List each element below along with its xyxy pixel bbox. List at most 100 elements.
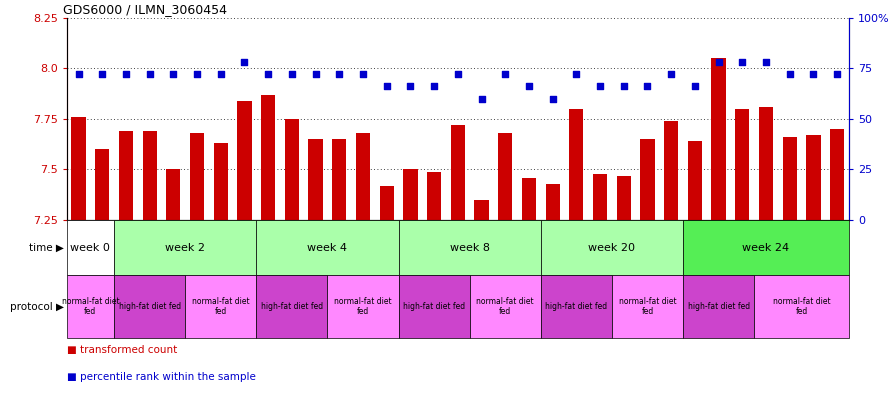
Bar: [688, 141, 702, 220]
Bar: [683, 275, 754, 338]
Bar: [308, 139, 323, 220]
Bar: [332, 139, 347, 220]
Bar: [114, 220, 256, 275]
Point: [284, 71, 299, 77]
Point: [522, 83, 536, 90]
Point: [356, 71, 370, 77]
Text: week 2: week 2: [165, 242, 205, 253]
Point: [688, 83, 702, 90]
Bar: [261, 95, 276, 220]
Text: normal-fat diet
fed: normal-fat diet fed: [192, 297, 250, 316]
Text: time ▶: time ▶: [29, 242, 64, 253]
Text: week 24: week 24: [742, 242, 789, 253]
Bar: [380, 185, 394, 220]
Bar: [95, 149, 109, 220]
Bar: [593, 174, 607, 220]
Bar: [190, 133, 204, 220]
Point: [830, 71, 845, 77]
Bar: [237, 101, 252, 220]
Text: week 4: week 4: [308, 242, 348, 253]
Point: [782, 71, 797, 77]
Bar: [256, 220, 398, 275]
Point: [759, 59, 773, 65]
Bar: [759, 107, 773, 220]
Bar: [284, 119, 299, 220]
Bar: [569, 109, 583, 220]
Bar: [806, 135, 821, 220]
Point: [237, 59, 252, 65]
Bar: [683, 220, 849, 275]
Point: [213, 71, 228, 77]
Bar: [398, 220, 541, 275]
Bar: [427, 171, 441, 220]
Point: [546, 95, 560, 102]
Point: [735, 59, 749, 65]
Point: [427, 83, 441, 90]
Point: [451, 71, 465, 77]
Text: GDS6000 / ILMN_3060454: GDS6000 / ILMN_3060454: [63, 4, 227, 17]
Point: [95, 71, 109, 77]
Text: high-fat diet fed: high-fat diet fed: [118, 302, 180, 311]
Bar: [754, 275, 849, 338]
Bar: [735, 109, 749, 220]
Point: [640, 83, 654, 90]
Bar: [142, 131, 156, 220]
Bar: [398, 275, 469, 338]
Text: normal-fat diet
fed: normal-fat diet fed: [334, 297, 392, 316]
Bar: [185, 275, 256, 338]
Bar: [469, 275, 541, 338]
Point: [119, 71, 133, 77]
Point: [261, 71, 276, 77]
Point: [475, 95, 489, 102]
Text: high-fat diet fed: high-fat diet fed: [403, 302, 465, 311]
Point: [332, 71, 347, 77]
Bar: [327, 275, 398, 338]
Text: ■ percentile rank within the sample: ■ percentile rank within the sample: [67, 372, 255, 382]
Bar: [640, 139, 654, 220]
Bar: [166, 169, 180, 220]
Text: week 20: week 20: [589, 242, 636, 253]
Point: [617, 83, 631, 90]
Bar: [541, 220, 683, 275]
Point: [593, 83, 607, 90]
Bar: [782, 137, 797, 220]
Point: [569, 71, 583, 77]
Bar: [498, 133, 512, 220]
Bar: [664, 121, 678, 220]
Bar: [612, 275, 683, 338]
Bar: [67, 220, 114, 275]
Text: week 0: week 0: [70, 242, 110, 253]
Bar: [256, 275, 327, 338]
Bar: [67, 275, 114, 338]
Point: [404, 83, 418, 90]
Text: normal-fat diet
fed: normal-fat diet fed: [61, 297, 119, 316]
Text: week 8: week 8: [450, 242, 490, 253]
Point: [166, 71, 180, 77]
Text: high-fat diet fed: high-fat diet fed: [260, 302, 323, 311]
Point: [498, 71, 512, 77]
Point: [711, 59, 725, 65]
Text: protocol ▶: protocol ▶: [10, 301, 64, 312]
Bar: [830, 129, 845, 220]
Bar: [546, 184, 560, 220]
Point: [380, 83, 394, 90]
Bar: [541, 275, 612, 338]
Text: normal-fat diet
fed: normal-fat diet fed: [773, 297, 830, 316]
Bar: [404, 169, 418, 220]
Bar: [71, 117, 85, 220]
Text: normal-fat diet
fed: normal-fat diet fed: [477, 297, 534, 316]
Bar: [356, 133, 370, 220]
Text: high-fat diet fed: high-fat diet fed: [687, 302, 749, 311]
Bar: [711, 58, 725, 220]
Bar: [119, 131, 133, 220]
Point: [308, 71, 323, 77]
Bar: [114, 275, 185, 338]
Bar: [522, 178, 536, 220]
Point: [142, 71, 156, 77]
Point: [664, 71, 678, 77]
Bar: [617, 176, 631, 220]
Bar: [475, 200, 489, 220]
Point: [71, 71, 85, 77]
Text: high-fat diet fed: high-fat diet fed: [545, 302, 607, 311]
Bar: [451, 125, 465, 220]
